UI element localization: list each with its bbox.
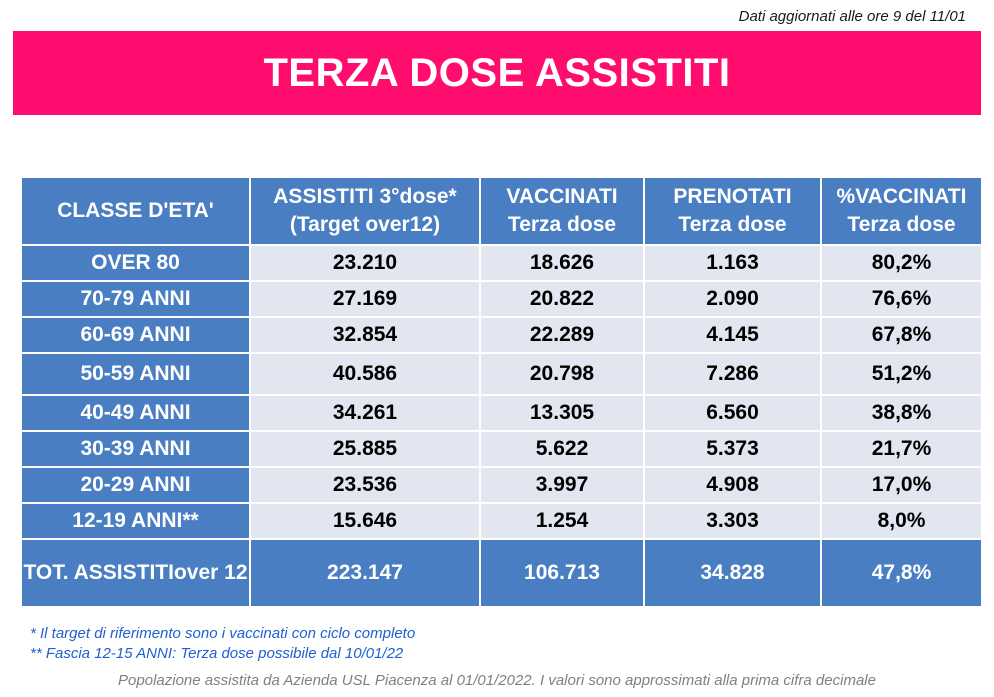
percent-cell: 76,6% [820, 280, 983, 318]
table-row: 60-69 ANNI 32.854 22.289 4.145 67,8% [20, 316, 983, 354]
assisted-cell: 15.646 [249, 502, 481, 540]
table-row: 30-39 ANNI 25.885 5.622 5.373 21,7% [20, 430, 983, 468]
vaccinated-cell: 22.289 [479, 316, 645, 354]
assisted-cell: 40.586 [249, 352, 481, 396]
percent-cell: 21,7% [820, 430, 983, 468]
update-note: Dati aggiornati alle ore 9 del 11/01 [738, 8, 966, 25]
age-class-cell: 20-29 ANNI [20, 466, 251, 504]
booked-cell: 4.145 [643, 316, 822, 354]
booster-dose-table: CLASSE D'ETA' ASSISTITI 3°dose* (Target o… [20, 176, 983, 608]
age-class-cell: 50-59 ANNI [20, 352, 251, 396]
source-note: Popolazione assistita da Azienda USL Pia… [118, 672, 876, 689]
vaccinated-cell: 5.622 [479, 430, 645, 468]
percent-cell: 80,2% [820, 244, 983, 282]
booked-cell: 4.908 [643, 466, 822, 504]
vaccinated-cell: 18.626 [479, 244, 645, 282]
header-booked: PRENOTATI Terza dose [643, 176, 822, 246]
table-row: 40-49 ANNI 34.261 13.305 6.560 38,8% [20, 394, 983, 432]
vaccinated-cell: 20.822 [479, 280, 645, 318]
booked-cell: 2.090 [643, 280, 822, 318]
total-label-cell: TOT. ASSISTITIover 12 [20, 538, 251, 608]
total-booked-cell: 34.828 [643, 538, 822, 608]
table-row: 20-29 ANNI 23.536 3.997 4.908 17,0% [20, 466, 983, 504]
vaccinated-cell: 1.254 [479, 502, 645, 540]
age-class-cell: OVER 80 [20, 244, 251, 282]
booked-cell: 7.286 [643, 352, 822, 396]
footnote-age-band: ** Fascia 12-15 ANNI: Terza dose possibi… [30, 645, 404, 662]
vaccinated-cell: 3.997 [479, 466, 645, 504]
percent-cell: 17,0% [820, 466, 983, 504]
assisted-cell: 23.210 [249, 244, 481, 282]
booked-cell: 5.373 [643, 430, 822, 468]
header-vaccinated: VACCINATI Terza dose [479, 176, 645, 246]
header-percent-vaccinated: %VACCINATI Terza dose [820, 176, 983, 246]
booked-cell: 3.303 [643, 502, 822, 540]
percent-cell: 67,8% [820, 316, 983, 354]
age-class-cell: 12-19 ANNI** [20, 502, 251, 540]
assisted-cell: 27.169 [249, 280, 481, 318]
table-row: OVER 80 23.210 18.626 1.163 80,2% [20, 244, 983, 282]
total-assisted-cell: 223.147 [249, 538, 481, 608]
age-class-cell: 70-79 ANNI [20, 280, 251, 318]
table-row: 50-59 ANNI 40.586 20.798 7.286 51,2% [20, 352, 983, 396]
table-row: 70-79 ANNI 27.169 20.822 2.090 76,6% [20, 280, 983, 318]
total-percent-cell: 47,8% [820, 538, 983, 608]
header-age-class: CLASSE D'ETA' [20, 176, 251, 246]
assisted-cell: 25.885 [249, 430, 481, 468]
footnotes: * Il target di riferimento sono i vaccin… [30, 624, 415, 664]
footnote-target: * Il target di riferimento sono i vaccin… [30, 625, 416, 642]
booked-cell: 1.163 [643, 244, 822, 282]
age-class-cell: 60-69 ANNI [20, 316, 251, 354]
assisted-cell: 32.854 [249, 316, 481, 354]
vaccinated-cell: 13.305 [479, 394, 645, 432]
header-row: CLASSE D'ETA' ASSISTITI 3°dose* (Target o… [20, 176, 983, 246]
age-class-cell: 40-49 ANNI [20, 394, 251, 432]
total-row: TOT. ASSISTITIover 12 223.147 106.713 34… [20, 538, 983, 608]
vaccinated-cell: 20.798 [479, 352, 645, 396]
page-title: TERZA DOSE ASSISTITI [263, 50, 731, 95]
assisted-cell: 23.536 [249, 466, 481, 504]
header-assisted: ASSISTITI 3°dose* (Target over12) [249, 176, 481, 246]
percent-cell: 38,8% [820, 394, 983, 432]
booked-cell: 6.560 [643, 394, 822, 432]
assisted-cell: 34.261 [249, 394, 481, 432]
total-vaccinated-cell: 106.713 [479, 538, 645, 608]
age-class-cell: 30-39 ANNI [20, 430, 251, 468]
percent-cell: 51,2% [820, 352, 983, 396]
table-row: 12-19 ANNI** 15.646 1.254 3.303 8,0% [20, 502, 983, 540]
title-banner: TERZA DOSE ASSISTITI [13, 31, 981, 115]
percent-cell: 8,0% [820, 502, 983, 540]
